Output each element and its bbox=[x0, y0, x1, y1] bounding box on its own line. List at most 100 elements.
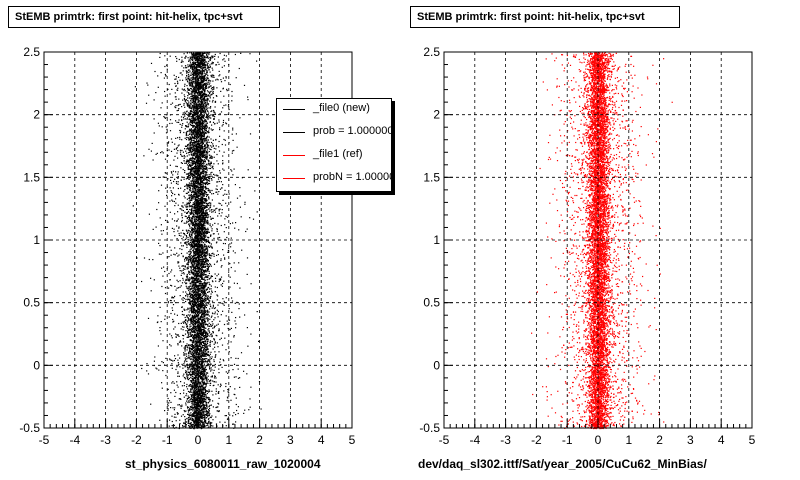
data-point bbox=[200, 355, 202, 357]
data-point bbox=[189, 164, 191, 166]
data-point bbox=[202, 266, 204, 268]
data-point bbox=[184, 366, 186, 368]
data-point bbox=[201, 351, 203, 353]
data-point bbox=[191, 159, 193, 161]
data-point bbox=[170, 138, 173, 140]
data-point bbox=[191, 190, 193, 192]
data-point bbox=[187, 184, 189, 186]
data-point bbox=[191, 406, 193, 408]
data-point bbox=[206, 248, 209, 250]
data-point bbox=[191, 297, 193, 299]
data-point bbox=[180, 341, 182, 343]
data-point bbox=[211, 67, 213, 69]
data-point bbox=[205, 259, 207, 261]
data-point bbox=[173, 148, 175, 150]
data-point bbox=[195, 83, 197, 85]
data-point bbox=[177, 362, 179, 364]
data-point bbox=[174, 295, 176, 297]
data-point bbox=[183, 67, 185, 69]
data-point bbox=[188, 401, 191, 403]
data-point bbox=[220, 279, 222, 281]
data-point bbox=[194, 377, 196, 379]
data-point bbox=[192, 191, 194, 193]
data-point bbox=[185, 77, 187, 79]
data-point bbox=[208, 330, 210, 332]
data-point bbox=[187, 177, 189, 179]
data-point bbox=[204, 358, 206, 360]
data-point bbox=[199, 279, 201, 281]
data-point bbox=[162, 176, 164, 178]
data-point bbox=[195, 269, 197, 271]
data-point bbox=[177, 359, 179, 361]
data-point bbox=[211, 315, 213, 317]
data-point bbox=[188, 396, 190, 398]
data-point bbox=[225, 215, 227, 217]
data-point bbox=[198, 220, 200, 222]
data-point bbox=[189, 118, 191, 120]
data-point bbox=[198, 383, 201, 385]
data-point bbox=[206, 151, 208, 153]
data-point bbox=[193, 376, 195, 379]
data-point bbox=[187, 390, 190, 393]
data-point bbox=[205, 157, 207, 159]
data-point bbox=[188, 242, 190, 244]
data-point bbox=[202, 209, 205, 211]
data-point bbox=[173, 180, 175, 183]
data-point bbox=[193, 247, 195, 250]
data-point bbox=[202, 345, 204, 347]
data-point bbox=[238, 262, 240, 264]
data-point bbox=[187, 401, 189, 404]
data-point bbox=[190, 400, 193, 402]
data-point bbox=[195, 194, 197, 196]
data-point bbox=[164, 55, 166, 57]
data-point bbox=[211, 369, 213, 371]
data-point bbox=[188, 92, 190, 94]
data-point bbox=[217, 175, 219, 177]
data-point bbox=[195, 373, 197, 375]
data-point bbox=[167, 155, 169, 157]
data-point bbox=[215, 381, 217, 383]
data-point bbox=[191, 52, 193, 54]
data-point bbox=[222, 162, 224, 164]
data-point bbox=[226, 88, 228, 90]
data-point bbox=[192, 413, 194, 416]
data-point bbox=[208, 363, 210, 366]
data-point bbox=[195, 405, 197, 407]
data-point bbox=[174, 220, 176, 222]
data-point bbox=[212, 168, 214, 170]
data-point bbox=[192, 69, 194, 71]
data-point bbox=[210, 277, 212, 279]
data-point bbox=[168, 400, 171, 402]
data-point bbox=[194, 273, 196, 275]
data-point bbox=[210, 178, 213, 180]
data-point bbox=[199, 55, 201, 57]
data-point bbox=[191, 230, 194, 232]
data-point bbox=[174, 106, 176, 108]
data-point bbox=[169, 299, 171, 302]
data-point bbox=[184, 128, 186, 130]
data-point bbox=[183, 309, 185, 311]
data-point bbox=[195, 380, 197, 382]
data-point bbox=[201, 82, 204, 84]
data-point bbox=[181, 245, 183, 247]
data-point bbox=[207, 217, 209, 219]
data-point bbox=[197, 396, 199, 398]
data-point bbox=[202, 221, 204, 223]
data-point bbox=[204, 102, 206, 105]
data-point bbox=[204, 299, 206, 301]
data-point bbox=[206, 101, 208, 104]
data-point bbox=[156, 152, 158, 154]
data-point bbox=[200, 370, 202, 372]
data-point bbox=[192, 403, 194, 405]
data-point bbox=[186, 136, 188, 139]
data-point bbox=[183, 320, 185, 323]
data-point bbox=[195, 135, 197, 138]
data-point bbox=[191, 285, 194, 287]
data-point bbox=[211, 356, 213, 358]
data-point bbox=[200, 73, 202, 75]
data-point bbox=[185, 353, 188, 355]
data-point bbox=[204, 58, 206, 60]
data-point bbox=[201, 207, 203, 209]
data-point bbox=[197, 248, 199, 250]
data-point bbox=[195, 313, 197, 315]
